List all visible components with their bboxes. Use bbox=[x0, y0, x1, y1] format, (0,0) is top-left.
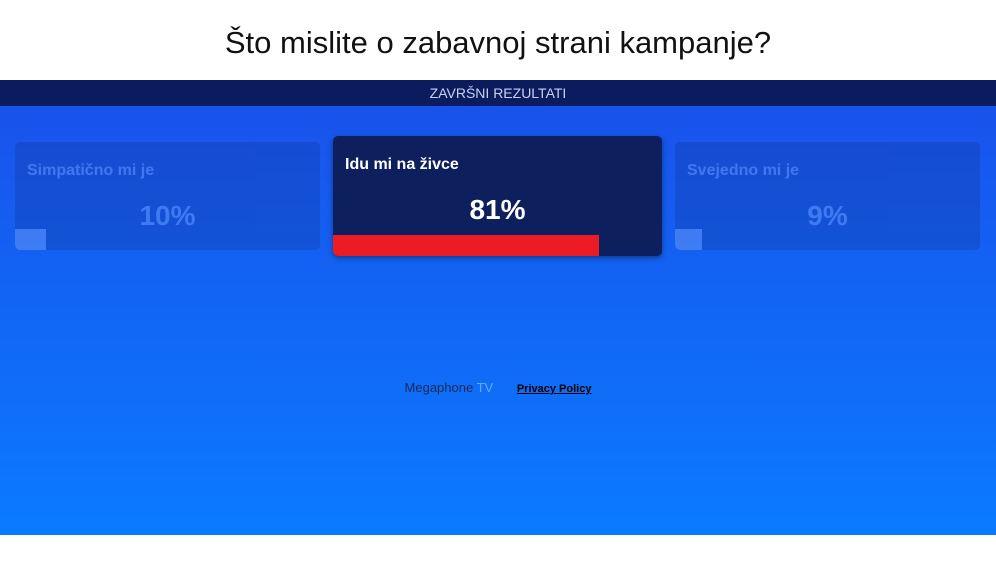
brand: Megaphone bbox=[404, 380, 474, 395]
footer: Megaphone TV Privacy Policy bbox=[0, 380, 996, 395]
option-card: Idu mi na živce 81% bbox=[333, 136, 662, 256]
results-panel: ZAVRŠNI REZULTATI Megaphone TV Privacy P… bbox=[0, 80, 996, 535]
result-bar bbox=[333, 235, 600, 256]
result-bar bbox=[675, 229, 703, 250]
banner: ZAVRŠNI REZULTATI bbox=[0, 80, 996, 106]
option-card: Simpatično mi je 10% bbox=[15, 142, 320, 250]
result-bar bbox=[15, 229, 46, 250]
option-percent: 9% bbox=[807, 200, 848, 231]
option-percent: 10% bbox=[139, 200, 196, 231]
option-card: Svejedno mi je 9% bbox=[675, 142, 980, 250]
option-label: Idu mi na živce bbox=[345, 156, 459, 173]
option-percent: 81% bbox=[469, 194, 526, 225]
brand-suffix: TV bbox=[476, 380, 494, 395]
option-label: Svejedno mi je bbox=[687, 162, 800, 179]
privacy-link[interactable]: Privacy Policy bbox=[516, 383, 592, 395]
poll-title: Što mislite o zabavnoj strani kampanje? bbox=[224, 25, 772, 60]
option-label: Simpatično mi je bbox=[27, 162, 155, 179]
